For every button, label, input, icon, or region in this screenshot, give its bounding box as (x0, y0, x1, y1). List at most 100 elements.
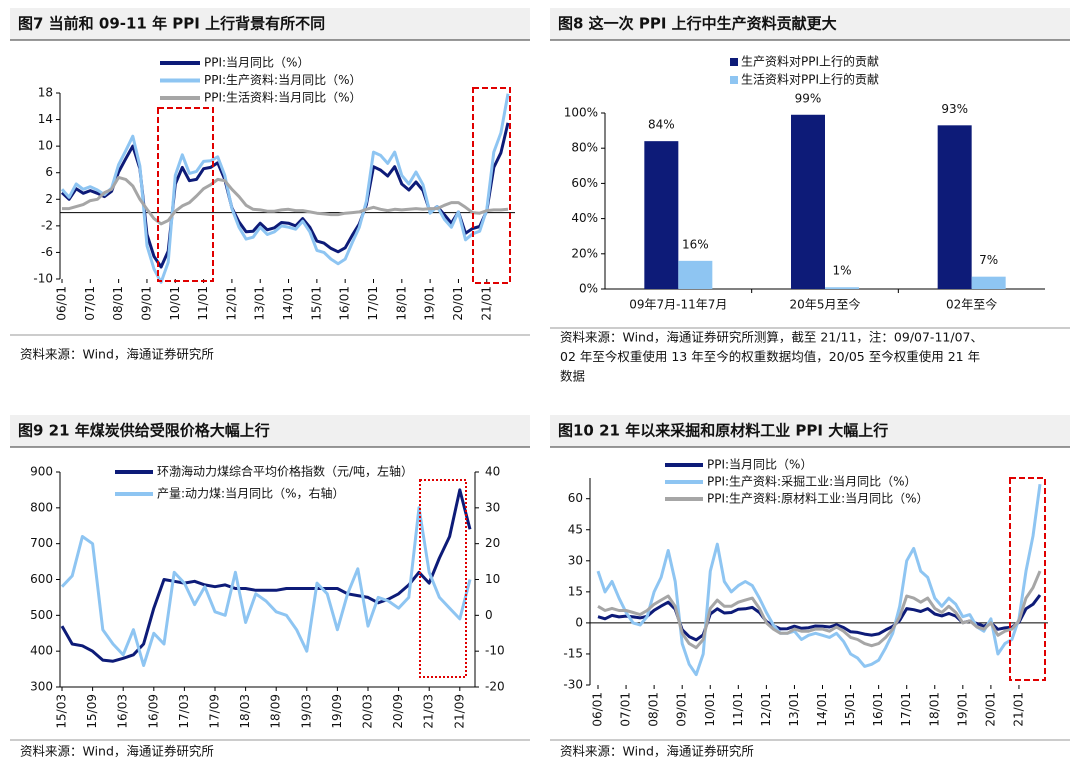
x-tick-label: 21/03 (422, 694, 436, 729)
value-label: 16% (682, 237, 709, 251)
y-tick-label: 40% (571, 211, 598, 225)
x-tick-label: 19/09 (330, 694, 344, 729)
x-tick-label: 16/01 (871, 692, 885, 727)
x-tick-label: 12/01 (759, 692, 773, 727)
y-tick-label: -6 (41, 245, 53, 259)
legend-label: 环渤海动力煤综合平均价格指数（元/吨，左轴） (157, 464, 413, 479)
y-tick-label: 18 (38, 86, 53, 100)
y-tick-label: 0 (575, 615, 583, 629)
x-tick-label: 21/01 (1011, 692, 1025, 727)
value-label: 1% (832, 264, 851, 278)
value-label: 7% (979, 253, 998, 267)
legend-label: PPI:生活资料:当月同比（%） (204, 91, 362, 105)
x-tick-label: 10/01 (168, 286, 182, 321)
y-tick-label: 2 (45, 192, 53, 206)
y-tick-label: 60 (568, 491, 583, 505)
chart-title: 图10 21 年以来采掘和原材料工业 PPI 大幅上行 (558, 422, 888, 440)
y-tick-label: 60% (571, 176, 598, 190)
legend-swatch (730, 76, 738, 84)
y-tick-label: -15 (563, 646, 583, 660)
y-tick-label: -10 (33, 272, 53, 286)
legend-label: PPI:当月同比（%） (707, 458, 812, 472)
x-tick-label: 06/01 (55, 286, 69, 321)
chart-title: 图9 21 年煤炭供给受限价格大幅上行 (18, 422, 270, 440)
x-tick-label: 06/01 (591, 692, 605, 727)
y2-tick-label: 0 (485, 608, 493, 622)
x-tick-label: 15/01 (309, 286, 323, 321)
x-tick-label: 20年5月至今 (790, 297, 861, 312)
chart-title: 图7 当前和 09-11 年 PPI 上行背景有所不同 (18, 15, 325, 33)
y-tick-label: -30 (563, 678, 583, 692)
legend-label: PPI:生产资料:采掘工业:当月同比（%） (707, 474, 917, 489)
highlight-box (157, 107, 214, 282)
bar (971, 276, 1006, 289)
x-tick-label: 14/01 (281, 286, 295, 321)
y-tick-label: 80% (571, 141, 598, 155)
y-tick-label: 30 (568, 553, 583, 567)
x-tick-label: 18/01 (394, 286, 408, 321)
y2-tick-label: -10 (485, 644, 505, 658)
x-tick-label: 13/01 (253, 286, 267, 321)
x-tick-label: 17/01 (899, 692, 913, 727)
x-tick-label: 07/01 (83, 286, 97, 321)
y2-tick-label: -20 (485, 680, 505, 694)
bar (791, 114, 825, 289)
x-tick-label: 18/01 (927, 692, 941, 727)
series-line (60, 93, 510, 284)
title-bar (10, 415, 530, 447)
x-tick-label: 11/01 (731, 692, 745, 727)
x-tick-label: 15/09 (85, 694, 99, 729)
x-tick-label: 19/01 (423, 286, 437, 321)
source-note: 资料来源：Wind，海通证券研究所测算，截至 21/11，注：09/07-11/… (560, 330, 983, 345)
legend-label: PPI:生产资料:原材料工业:当月同比（%） (707, 492, 929, 506)
source-note: 02 年至今权重使用 13 年至今的权重数据均值，20/05 至今权重使用 21… (560, 349, 980, 364)
legend-label: 生产资料对PPI上行的贡献 (741, 54, 879, 69)
x-tick-label: 11/01 (196, 286, 210, 321)
y2-tick-label: 30 (485, 500, 500, 514)
x-tick-label: 21/01 (479, 286, 493, 321)
x-tick-label: 21/09 (452, 694, 466, 729)
x-tick-label: 08/01 (647, 692, 661, 727)
x-tick-label: 17/09 (208, 694, 222, 729)
x-tick-label: 16/03 (116, 694, 130, 729)
x-tick-label: 10/01 (703, 692, 717, 727)
bar (937, 125, 972, 289)
y-tick-label: 900 (30, 465, 53, 479)
legend-label: 产量:动力煤:当月同比（%，右轴） (157, 486, 345, 501)
title-bar (550, 8, 1070, 40)
value-label: 93% (941, 102, 968, 116)
y-tick-label: 700 (30, 536, 53, 550)
x-tick-label: 09年7月-11年7月 (629, 298, 727, 312)
x-tick-label: 18/09 (269, 694, 283, 729)
y2-tick-label: 40 (485, 465, 500, 479)
y-tick-label: 14 (38, 112, 53, 126)
x-tick-label: 02年至今 (946, 297, 997, 312)
value-label: 99% (795, 91, 822, 105)
highlight-box (1009, 477, 1046, 681)
legend-label: PPI:当月同比（%） (204, 56, 309, 70)
legend-label: 生活资料对PPI上行的贡献 (741, 72, 879, 87)
y-tick-label: 15 (568, 584, 583, 598)
y2-tick-label: 10 (485, 572, 500, 586)
title-bar (10, 8, 530, 40)
legend-swatch (730, 58, 738, 66)
x-tick-label: 16/09 (146, 694, 160, 729)
bar (644, 141, 679, 289)
x-tick-label: 20/09 (391, 694, 405, 729)
series-line (597, 570, 1042, 650)
y-tick-label: 600 (30, 572, 53, 586)
bar (678, 260, 713, 289)
legend-label: PPI:生产资料:当月同比（%） (204, 73, 362, 87)
y-tick-label: -2 (41, 218, 53, 232)
x-tick-label: 19/03 (299, 694, 313, 729)
y-tick-label: 400 (30, 644, 53, 658)
highlight-box (419, 479, 467, 678)
x-tick-label: 12/01 (224, 286, 238, 321)
highlight-box (472, 87, 511, 284)
y-tick-label: 45 (568, 522, 583, 536)
series-line (60, 488, 472, 663)
chart-title: 图8 这一次 PPI 上行中生产资料贡献更大 (558, 15, 837, 33)
x-tick-label: 17/03 (177, 694, 191, 729)
